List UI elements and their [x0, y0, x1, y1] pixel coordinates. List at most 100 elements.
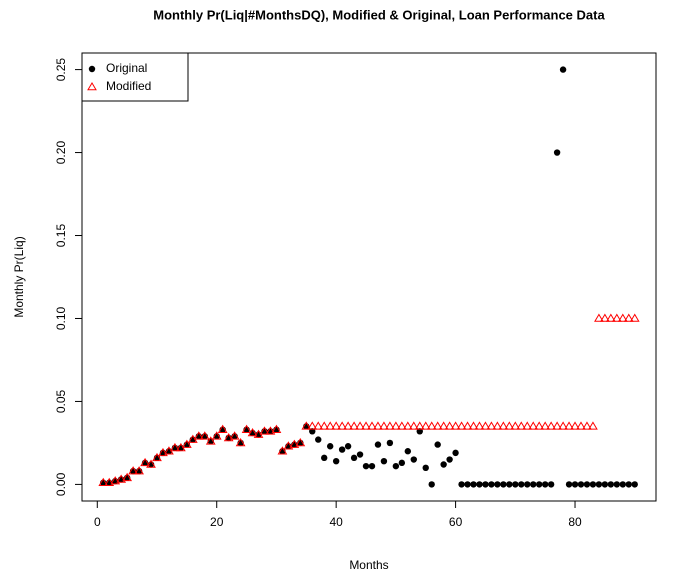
x-tick-label: 40 — [329, 515, 343, 529]
y-axis-label: Monthly Pr(Liq) — [12, 236, 26, 317]
point — [271, 424, 282, 433]
point — [422, 464, 429, 472]
legend-box — [81, 52, 189, 102]
point — [607, 481, 615, 488]
point — [470, 481, 477, 488]
point — [283, 441, 294, 450]
point — [553, 149, 561, 156]
point — [337, 421, 348, 430]
point — [468, 421, 479, 430]
point — [373, 421, 383, 430]
point — [158, 447, 168, 457]
point — [547, 481, 555, 488]
point — [576, 421, 586, 430]
point — [617, 313, 628, 322]
point — [506, 481, 513, 488]
point — [325, 421, 336, 430]
y-tick-label: 0.00 — [54, 472, 68, 496]
legend-label: Modified — [106, 79, 151, 93]
y-tick-label: 0.10 — [54, 306, 68, 330]
legend-marker — [87, 82, 97, 91]
point — [434, 441, 441, 448]
point — [313, 421, 324, 430]
point — [450, 421, 461, 430]
point — [577, 481, 585, 488]
point — [390, 421, 401, 430]
point — [386, 439, 394, 447]
point — [104, 477, 115, 487]
point — [326, 443, 334, 450]
point — [524, 481, 531, 488]
point — [170, 442, 180, 452]
point — [589, 481, 597, 488]
point — [247, 427, 258, 437]
point — [410, 456, 417, 463]
point — [488, 481, 495, 488]
point — [629, 313, 640, 322]
point — [438, 421, 449, 430]
point — [259, 426, 270, 435]
point — [128, 466, 138, 475]
point — [486, 421, 497, 430]
point — [446, 456, 453, 463]
point — [601, 481, 609, 488]
point — [343, 421, 353, 430]
point — [229, 431, 240, 440]
point — [321, 454, 328, 462]
point — [211, 431, 222, 440]
point — [367, 421, 377, 430]
point — [110, 476, 121, 485]
point — [146, 459, 156, 468]
point — [516, 421, 527, 430]
point — [404, 448, 412, 455]
point — [362, 462, 370, 470]
point — [420, 421, 431, 430]
point — [350, 454, 358, 462]
point — [619, 481, 626, 488]
point — [594, 313, 604, 322]
y-tick-label: 0.20 — [54, 141, 68, 165]
point — [396, 421, 407, 430]
point — [458, 481, 465, 488]
legend-label: Original — [106, 61, 147, 75]
point — [564, 421, 574, 430]
point — [309, 428, 316, 435]
point — [140, 457, 150, 467]
point — [331, 421, 342, 430]
point — [392, 462, 400, 470]
point — [474, 421, 485, 430]
point — [541, 481, 549, 488]
point — [380, 457, 388, 465]
point — [355, 421, 365, 430]
y-tick-label: 0.25 — [54, 58, 68, 82]
point — [462, 421, 473, 430]
point — [535, 481, 543, 488]
point — [476, 481, 483, 488]
legend-marker — [88, 65, 96, 73]
point — [414, 421, 425, 430]
point — [540, 421, 551, 430]
point — [510, 421, 521, 430]
point — [583, 481, 591, 488]
point — [623, 313, 634, 322]
point — [134, 466, 144, 475]
chart-title: Monthly Pr(Liq|#MonthsDQ), Modified & Or… — [153, 7, 605, 22]
point — [361, 421, 371, 430]
point — [588, 421, 598, 430]
point — [368, 462, 376, 470]
y-tick-label: 0.15 — [54, 224, 68, 248]
point — [426, 421, 437, 430]
point — [456, 421, 467, 430]
point — [277, 446, 288, 455]
point — [518, 481, 525, 488]
point — [546, 421, 557, 430]
point — [344, 443, 352, 450]
point — [338, 446, 346, 453]
point — [631, 481, 638, 488]
point — [295, 437, 306, 447]
point — [498, 421, 509, 430]
point — [385, 421, 395, 430]
point — [116, 474, 127, 483]
point — [440, 461, 447, 468]
